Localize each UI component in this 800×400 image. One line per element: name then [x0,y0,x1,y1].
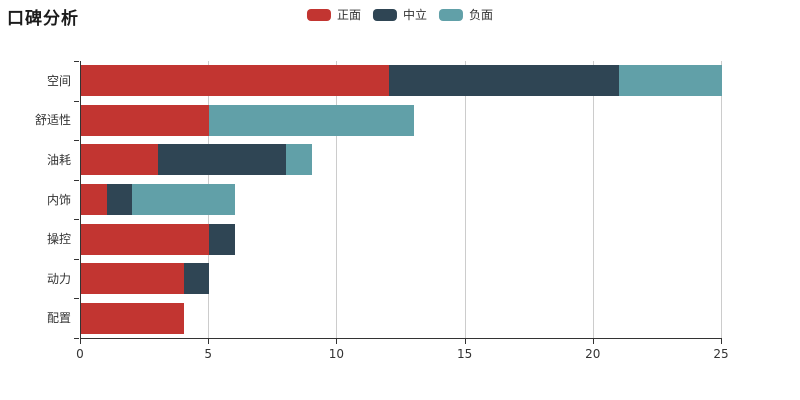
x-axis-tick [80,339,81,344]
bar-segment-正面[interactable] [81,223,210,255]
bar-segment-正面[interactable] [81,144,158,176]
category-label: 空间 [46,73,71,88]
legend: 正面 中立 负面 [306,6,493,23]
x-axis-tick [721,339,722,344]
legend-item-3[interactable]: 负面 [439,6,493,23]
bar-segment-中立[interactable] [183,263,210,295]
x-axis-tick [336,339,338,344]
bar-row [81,144,312,176]
category-label: 配置 [46,311,71,326]
gridline [464,61,466,338]
bar-row [81,65,722,97]
legend-swatch-icon [439,8,464,21]
x-axis-tick-label: 20 [585,347,601,361]
y-axis-tick [74,61,79,62]
category-label: 操控 [46,232,71,247]
x-axis-tick [208,339,210,344]
category-label: 动力 [46,271,71,286]
bar-segment-正面[interactable] [81,302,184,334]
legend-label: 正面 [336,8,361,22]
y-axis-tick [74,338,79,339]
bar-segment-正面[interactable] [81,104,210,136]
y-axis-line [80,61,81,338]
x-axis-tick [592,339,594,344]
bar-segment-负面[interactable] [619,65,722,97]
x-axis-tick-label: 0 [76,347,84,361]
gridline [592,61,594,338]
bar-segment-中立[interactable] [209,223,235,255]
bar-segment-负面[interactable] [286,144,312,176]
bar-row [81,104,415,136]
gridline [721,61,722,338]
bar-segment-正面[interactable] [81,184,107,215]
legend-label: 中立 [402,8,428,22]
bar-row [81,184,235,215]
bar-segment-中立[interactable] [106,184,133,215]
y-axis-tick [74,219,79,221]
bar-segment-负面[interactable] [132,184,235,215]
y-axis-tick [74,298,79,300]
legend-swatch-icon [306,8,331,21]
legend-item-2[interactable]: 中立 [372,6,428,23]
gridline [336,61,338,338]
x-axis-tick-label: 15 [456,347,473,361]
x-axis-tick-label: 5 [204,347,213,361]
bar-row [81,223,235,255]
y-axis-tick [74,179,79,181]
x-axis-tick-label: 25 [713,347,729,361]
bar-segment-负面[interactable] [209,104,415,136]
x-axis-tick-label: 10 [328,347,345,361]
legend-item-1[interactable]: 正面 [306,6,361,23]
category-label: 油耗 [46,152,71,167]
legend-label: 负面 [469,8,494,22]
y-axis-tick [74,100,79,102]
y-axis-tick [74,140,79,142]
bar-row [81,302,184,334]
bar-segment-正面[interactable] [81,65,389,97]
legend-swatch-icon [372,8,397,21]
bar-segment-中立[interactable] [388,65,620,97]
y-axis-tick [74,258,79,260]
chart-title: 口碑分析 [7,9,79,29]
bar-segment-正面[interactable] [81,263,184,295]
x-axis-line [80,338,722,339]
category-label: 内饰 [46,192,71,207]
bar-row [81,263,210,295]
x-axis-tick [464,339,466,344]
category-label: 舒适性 [34,113,71,128]
plot-area: 0 5 10 15 20 25 空间舒适性油耗内饰操控动力配置 [35,61,729,361]
bar-segment-中立[interactable] [157,144,287,176]
